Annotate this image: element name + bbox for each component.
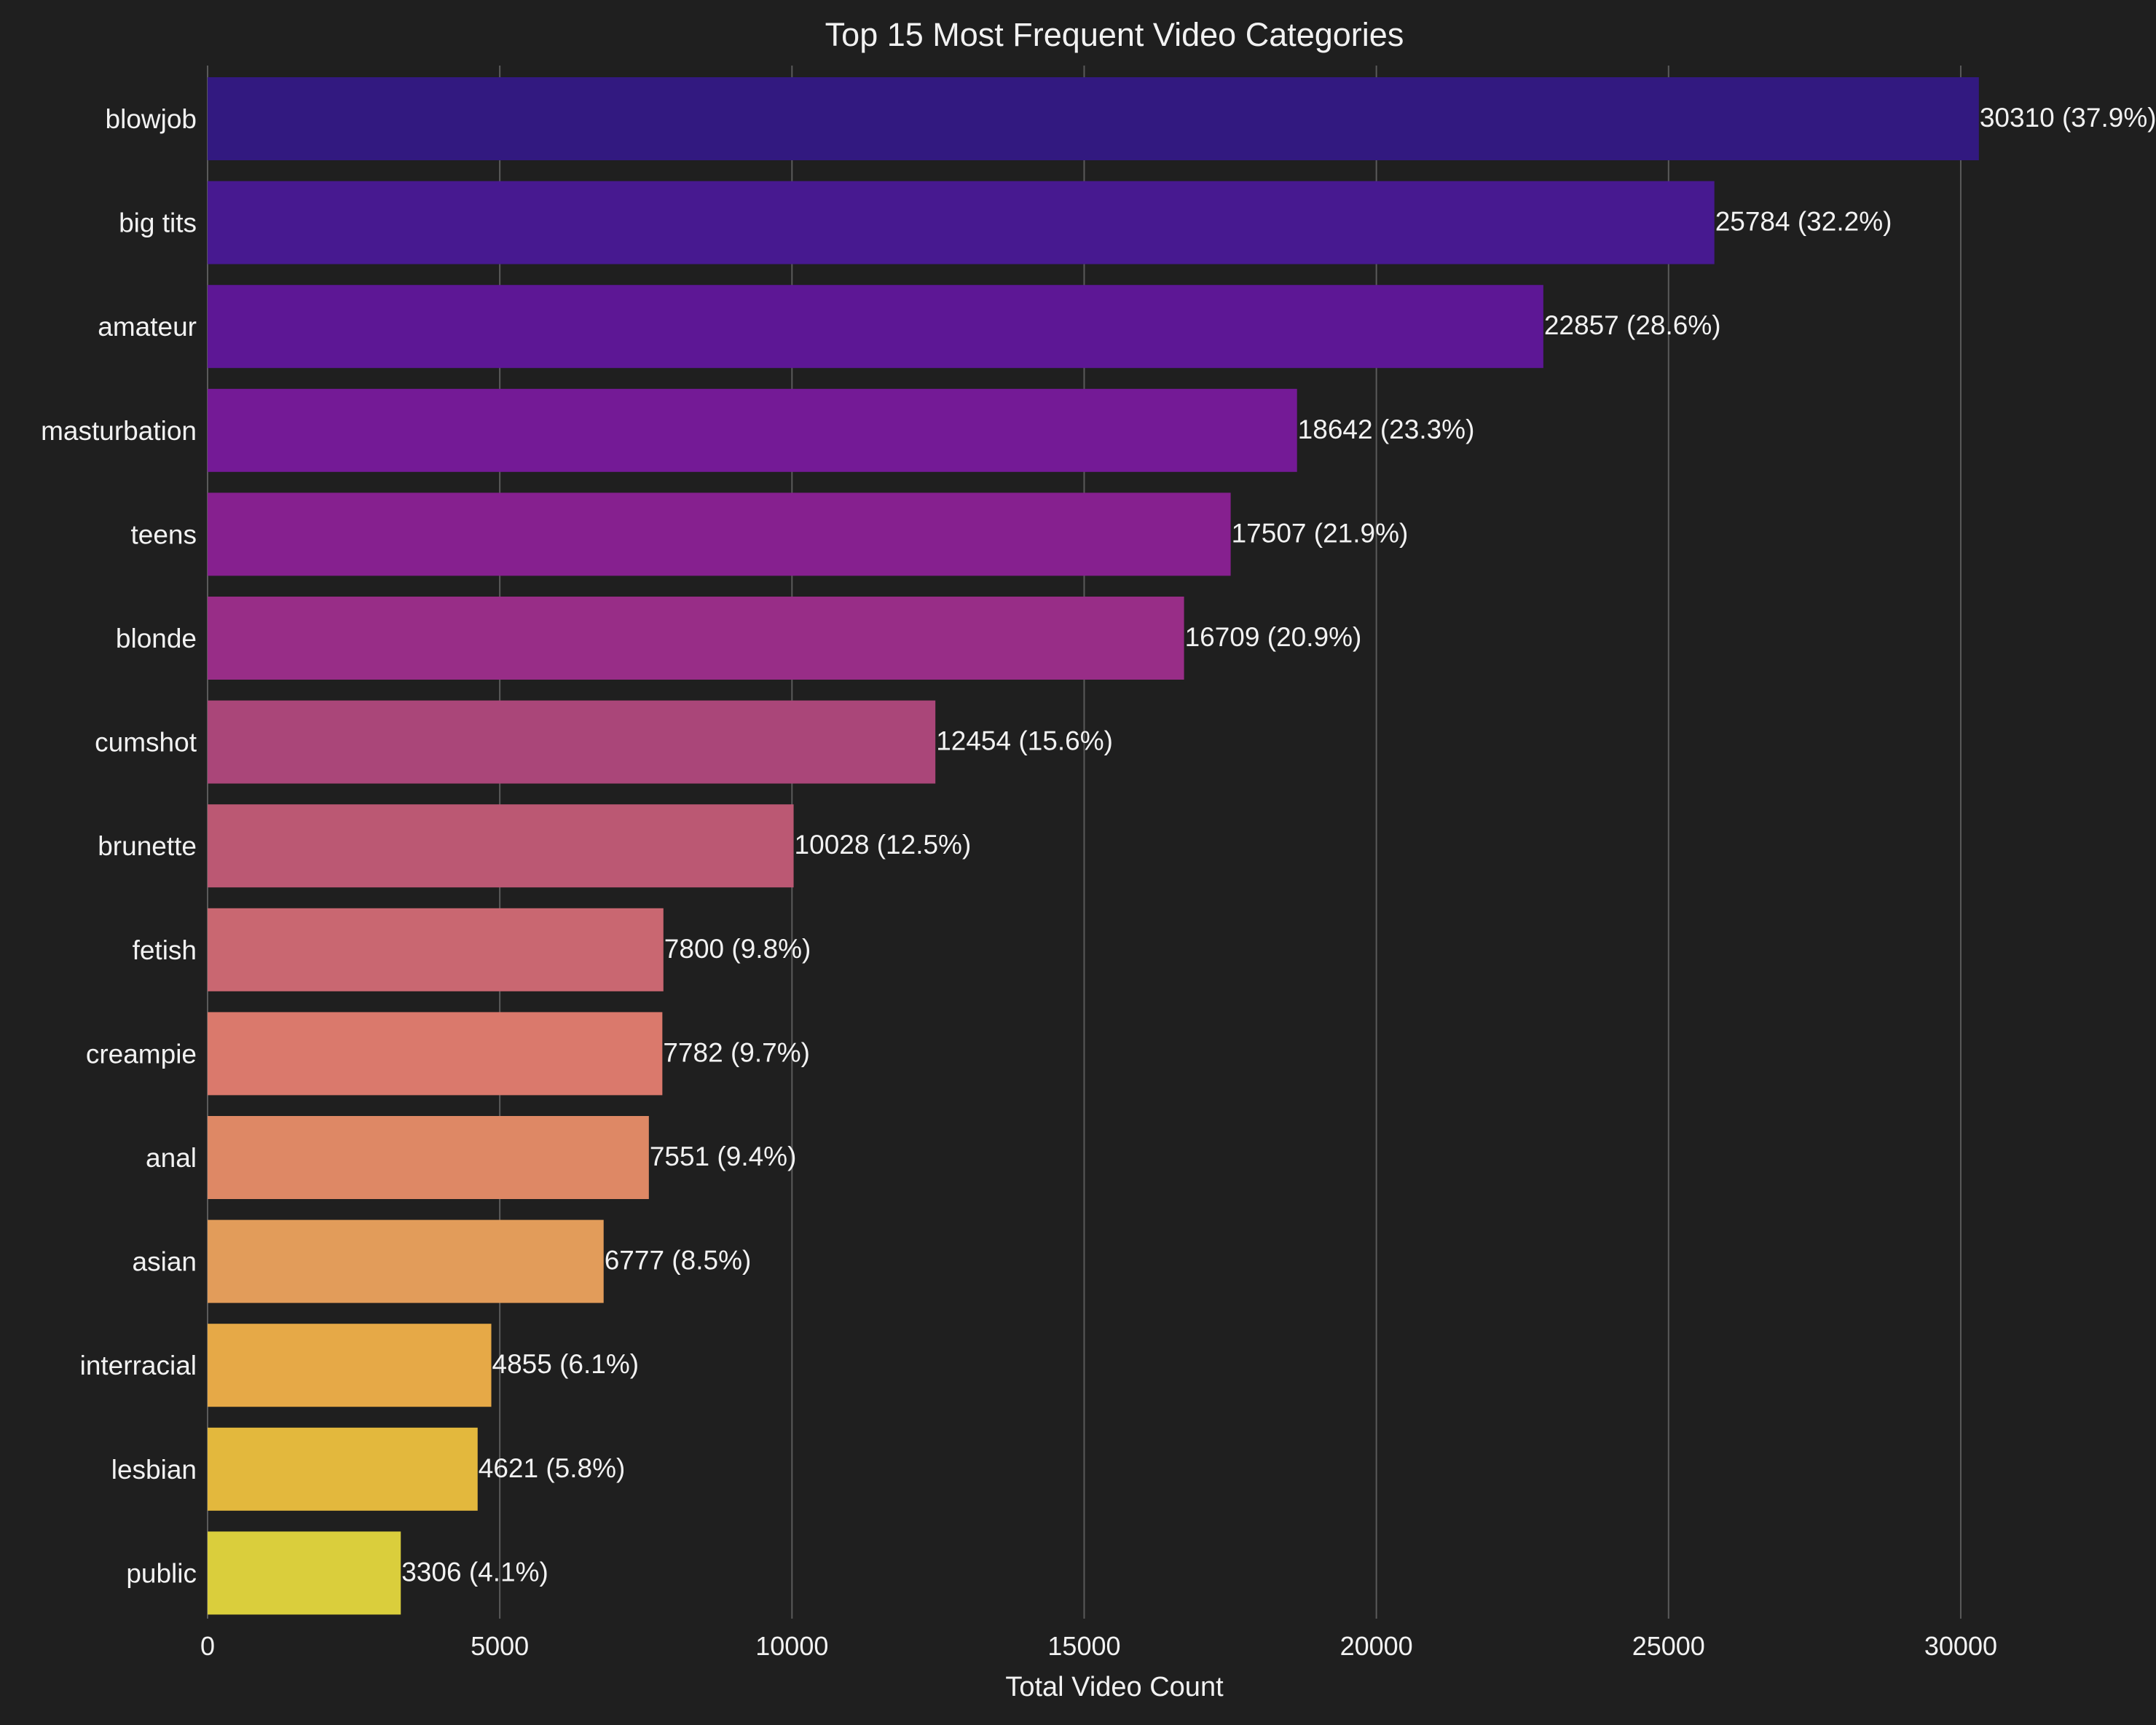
bar-lesbian (208, 1427, 478, 1511)
category-label: cumshot (95, 728, 197, 758)
chart-title: Top 15 Most Frequent Video Categories (825, 16, 1404, 53)
bar-masturbation (208, 388, 1297, 472)
category-label: big tits (119, 208, 197, 238)
category-label: public (126, 1558, 197, 1588)
bar-big-tits (208, 181, 1715, 264)
x-tick-label: 30000 (1924, 1631, 1997, 1661)
x-tick-label: 0 (200, 1631, 215, 1661)
value-label: 12454 (15.6%) (936, 726, 1113, 756)
bar-cumshot (208, 700, 936, 784)
bar-brunette (208, 804, 794, 888)
category-label: masturbation (41, 416, 197, 446)
x-tick-label: 5000 (471, 1631, 529, 1661)
value-label: 17507 (21.9%) (1232, 518, 1409, 548)
value-label: 3306 (4.1%) (401, 1557, 548, 1587)
bar-fetish (208, 908, 664, 991)
bar-anal (208, 1116, 649, 1199)
category-label: blowjob (106, 104, 197, 134)
category-label: blonde (116, 624, 197, 653)
value-labels: 30310 (37.9%) 25784 (32.2%) 22857 (28.6%) 1… (401, 103, 2156, 1587)
category-label: interracial (80, 1351, 197, 1380)
category-label: teens (130, 519, 197, 549)
category-label: amateur (98, 312, 197, 342)
category-label: lesbian (111, 1455, 197, 1485)
bar-amateur (208, 285, 1543, 369)
value-label: 4855 (6.1%) (492, 1349, 640, 1379)
category-label: asian (133, 1247, 197, 1277)
value-label: 22857 (28.6%) (1544, 310, 1721, 340)
x-tick-labels: 0 5000 10000 15000 20000 25000 30000 (200, 1631, 1997, 1661)
value-label: 10028 (12.5%) (795, 830, 972, 860)
value-label: 18642 (23.3%) (1298, 414, 1475, 444)
bar-teens (208, 492, 1231, 576)
bar-blowjob (208, 77, 1979, 160)
x-tick-label: 10000 (755, 1631, 828, 1661)
category-label: brunette (98, 831, 197, 861)
category-label: creampie (86, 1039, 197, 1069)
x-tick-label: 25000 (1632, 1631, 1705, 1661)
value-label: 7800 (9.8%) (664, 934, 811, 964)
value-label: 25784 (32.2%) (1715, 207, 1892, 237)
bar-blonde (208, 597, 1184, 680)
x-tick-label: 15000 (1047, 1631, 1120, 1661)
x-tick-label: 20000 (1340, 1631, 1413, 1661)
bar-public (208, 1531, 401, 1615)
value-label: 6777 (8.5%) (605, 1246, 752, 1276)
value-label: 16709 (20.9%) (1185, 622, 1362, 652)
value-label: 7782 (9.7%) (663, 1037, 810, 1067)
bar-creampie (208, 1012, 663, 1096)
bar-asian (208, 1219, 604, 1303)
value-label: 7551 (9.4%) (650, 1142, 797, 1171)
value-label: 30310 (37.9%) (1980, 103, 2156, 133)
category-labels: blowjob big tits amateur masturbation teens b… (41, 104, 197, 1588)
category-label: fetish (133, 935, 197, 965)
value-label: 4621 (5.8%) (479, 1453, 626, 1483)
x-axis-title: Total Video Count (1005, 1672, 1224, 1702)
bars (208, 77, 1979, 1615)
category-label: anal (146, 1143, 197, 1173)
bar-interracial (208, 1324, 492, 1407)
